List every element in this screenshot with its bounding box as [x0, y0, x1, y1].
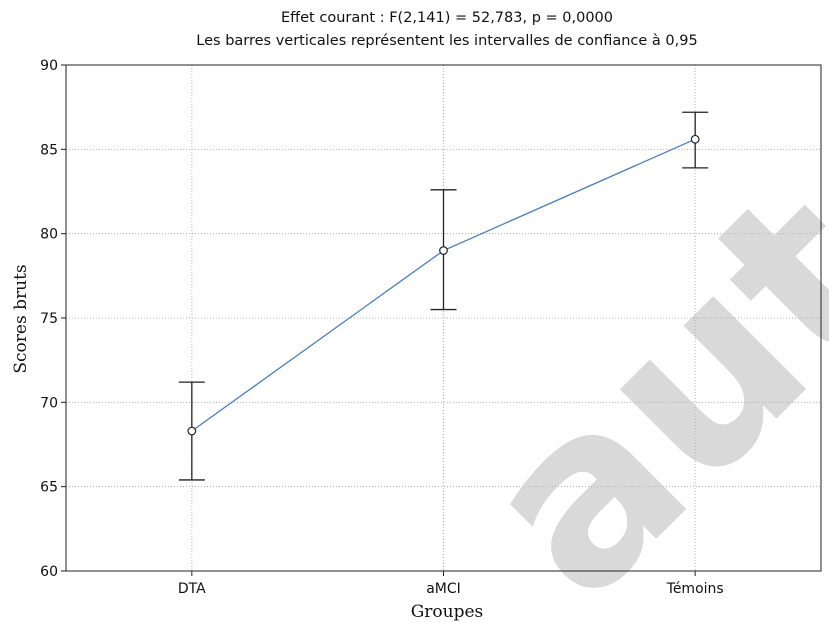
- y-axis: 60 65 70 75 80 85 90: [40, 58, 66, 580]
- data-point: [187, 426, 197, 436]
- chart-title: Effet courant : F(2,141) = 52,783, p = 0…: [281, 10, 613, 26]
- y-tick-label: 80: [40, 227, 58, 243]
- y-tick-label: 75: [40, 311, 58, 327]
- data-point: [439, 246, 448, 255]
- chart-subtitle: Les barres verticales représentent les i…: [196, 33, 697, 49]
- y-tick-label: 65: [40, 480, 58, 496]
- y-tick-label: 85: [40, 142, 58, 158]
- x-tick-label: Témoins: [666, 581, 724, 597]
- series: [178, 111, 709, 481]
- y-tick-label: 70: [40, 395, 58, 411]
- watermark: auto: [427, 19, 829, 623]
- x-tick-label: aMCI: [426, 581, 461, 597]
- x-axis-label: Groupes: [411, 602, 484, 622]
- x-axis: DTA aMCI Témoins: [178, 571, 724, 597]
- y-axis-label: Scores bruts: [11, 264, 31, 373]
- x-tick-label: DTA: [178, 581, 206, 597]
- watermark-text: auto: [427, 19, 829, 623]
- y-tick-label: 60: [40, 564, 58, 580]
- y-tick-label: 90: [40, 58, 58, 74]
- data-point: [690, 134, 700, 144]
